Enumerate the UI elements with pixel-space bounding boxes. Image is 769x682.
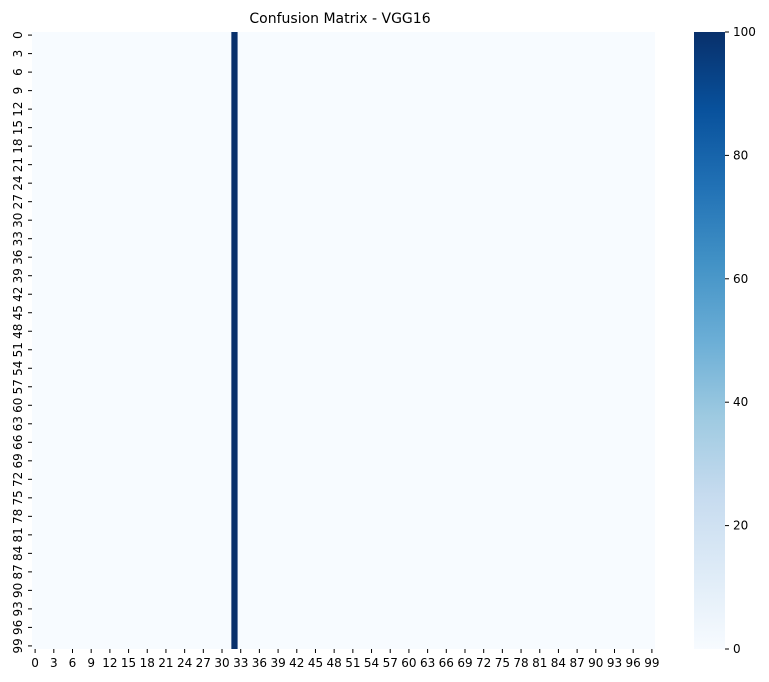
y-tick-label: 24 [11,176,25,191]
y-tick-label: 78 [11,509,25,524]
y-tick-label: 90 [11,583,25,598]
y-tick-label: 36 [11,250,25,265]
x-tick-label: 90 [588,656,603,670]
y-tick-label: 57 [11,379,25,394]
x-tick-label: 15 [121,656,136,670]
x-tick-label: 18 [140,656,155,670]
y-tick-label: 6 [11,68,25,76]
y-tick-label: 42 [11,287,25,302]
colorbar-gradient [694,32,725,649]
x-tick-label: 45 [308,656,323,670]
x-tick-label: 69 [457,656,472,670]
x-tick-label: 57 [383,656,398,670]
y-tick-label: 30 [11,213,25,228]
x-tick-label: 9 [87,656,95,670]
y-tick-label: 9 [11,87,25,95]
x-tick-label: 39 [270,656,285,670]
x-tick-label: 54 [364,656,379,670]
y-tick-label: 60 [11,398,25,413]
x-tick-label: 36 [252,656,267,670]
x-tick-label: 51 [345,656,360,670]
x-tick-label: 6 [69,656,77,670]
colorbar-tick-label: 80 [733,148,748,162]
y-axis: 0369121518212427303336394245485154576063… [11,31,32,654]
y-tick-label: 63 [11,416,25,431]
colorbar-tick-label: 20 [733,519,748,533]
x-tick-label: 3 [50,656,58,670]
x-tick-label: 66 [439,656,454,670]
y-tick-label: 15 [11,120,25,135]
x-tick-label: 21 [158,656,173,670]
y-tick-label: 66 [11,435,25,450]
y-tick-label: 69 [11,453,25,468]
x-axis: 0 3 6 9 12 15 18 21 24 27 30 33 36 39 42 45 48 51 54 57 60 63… [31,649,660,670]
y-tick-label: 93 [11,601,25,616]
x-tick-label: 30 [214,656,229,670]
colorbar-tick-label: 40 [733,395,748,409]
x-tick-label: 96 [626,656,641,670]
y-tick-label: 75 [11,490,25,505]
y-tick-label: 39 [11,268,25,283]
x-tick-label: 84 [551,656,566,670]
x-tick-label: 87 [569,656,584,670]
colorbar: 0 20 40 60 80 100 [694,25,756,656]
x-tick-label: 60 [401,656,416,670]
y-tick-label: 48 [11,324,25,339]
y-tick-label: 45 [11,305,25,320]
x-tick-label: 12 [102,656,117,670]
heatmap-cells-background [32,32,655,649]
x-tick-label: 0 [31,656,39,670]
x-tick-label: 63 [420,656,435,670]
x-tick-label: 93 [607,656,622,670]
y-tick-label: 0 [11,31,25,39]
x-tick-label: 27 [196,656,211,670]
colorbar-tick-label: 100 [733,25,756,39]
heatmap [32,32,655,649]
y-tick-label: 21 [11,157,25,172]
y-tick-label: 18 [11,139,25,154]
y-tick-label: 54 [11,361,25,376]
y-tick-label: 3 [11,50,25,58]
x-tick-label: 75 [495,656,510,670]
y-tick-label: 27 [11,194,25,209]
x-tick-label: 48 [327,656,342,670]
y-tick-label: 96 [11,620,25,635]
heatmap-predicted-column [231,32,238,649]
y-tick-label: 87 [11,564,25,579]
colorbar-tick-label: 0 [733,642,741,656]
x-tick-label: 81 [532,656,547,670]
chart-title: Confusion Matrix - VGG16 [249,11,430,27]
y-tick-label: 84 [11,546,25,561]
y-tick-label: 81 [11,527,25,542]
x-tick-label: 72 [476,656,491,670]
colorbar-tick-label: 60 [733,272,748,286]
x-tick-label: 42 [289,656,304,670]
y-tick-label: 72 [11,472,25,487]
x-tick-label: 24 [177,656,192,670]
x-tick-label: 99 [644,656,659,670]
y-tick-label: 33 [11,231,25,246]
x-tick-label: 33 [233,656,248,670]
y-tick-label: 51 [11,342,25,357]
y-tick-label: 12 [11,101,25,116]
x-tick-label: 78 [513,656,528,670]
y-tick-label: 99 [11,638,25,653]
